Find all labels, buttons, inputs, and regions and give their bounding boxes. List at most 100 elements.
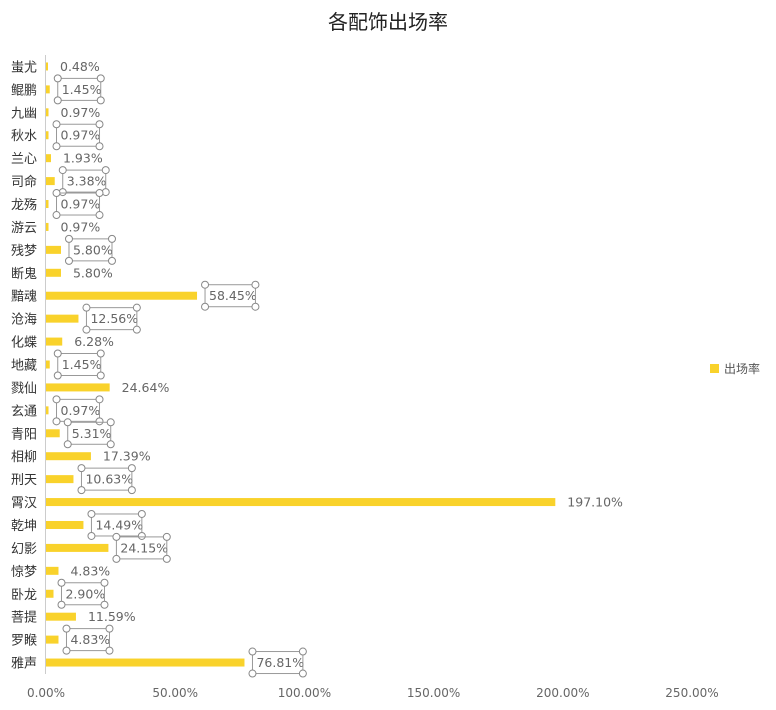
bar[interactable] <box>46 268 61 277</box>
resize-handle[interactable] <box>132 325 141 334</box>
resize-handle[interactable] <box>112 532 121 541</box>
resize-handle[interactable] <box>52 142 61 151</box>
data-label[interactable]: 24.15% <box>120 540 168 555</box>
label-selection-box[interactable] <box>80 467 133 491</box>
resize-handle[interactable] <box>112 554 121 563</box>
resize-handle[interactable] <box>82 325 91 334</box>
bar[interactable] <box>46 475 74 484</box>
resize-handle[interactable] <box>127 464 136 473</box>
resize-handle[interactable] <box>53 349 62 358</box>
resize-handle[interactable] <box>251 280 260 289</box>
label-selection-box[interactable] <box>204 284 256 308</box>
resize-handle[interactable] <box>63 418 72 427</box>
resize-handle[interactable] <box>251 302 260 311</box>
resize-handle[interactable] <box>52 189 61 198</box>
resize-handle[interactable] <box>52 417 61 426</box>
resize-handle[interactable] <box>57 600 66 609</box>
bar[interactable] <box>46 406 49 415</box>
bar[interactable] <box>46 314 79 323</box>
resize-handle[interactable] <box>248 647 257 656</box>
bar[interactable] <box>46 154 51 163</box>
resize-handle[interactable] <box>58 166 67 175</box>
resize-handle[interactable] <box>62 646 71 655</box>
resize-handle[interactable] <box>100 578 109 587</box>
bar[interactable] <box>46 543 109 552</box>
resize-handle[interactable] <box>64 234 73 243</box>
resize-handle[interactable] <box>52 120 61 129</box>
resize-handle[interactable] <box>106 440 115 449</box>
resize-handle[interactable] <box>95 120 104 129</box>
label-selection-box[interactable] <box>67 421 112 445</box>
resize-handle[interactable] <box>162 532 171 541</box>
resize-handle[interactable] <box>95 142 104 151</box>
resize-handle[interactable] <box>95 417 104 426</box>
resize-handle[interactable] <box>87 531 96 540</box>
data-label[interactable]: 4.83% <box>70 632 110 647</box>
bar[interactable] <box>46 245 61 254</box>
bar[interactable] <box>46 108 49 117</box>
resize-handle[interactable] <box>127 486 136 495</box>
data-label[interactable]: 76.81% <box>256 655 304 670</box>
resize-handle[interactable] <box>96 96 105 105</box>
resize-handle[interactable] <box>201 302 210 311</box>
bar[interactable] <box>46 177 55 186</box>
resize-handle[interactable] <box>107 234 116 243</box>
resize-handle[interactable] <box>132 303 141 312</box>
resize-handle[interactable] <box>162 554 171 563</box>
data-label[interactable]: 0.97% <box>61 197 101 212</box>
resize-handle[interactable] <box>96 74 105 83</box>
resize-handle[interactable] <box>82 303 91 312</box>
bar[interactable] <box>46 498 556 507</box>
resize-handle[interactable] <box>201 280 210 289</box>
resize-handle[interactable] <box>96 349 105 358</box>
resize-handle[interactable] <box>53 74 62 83</box>
resize-handle[interactable] <box>52 211 61 220</box>
label-selection-box[interactable] <box>62 169 107 193</box>
resize-handle[interactable] <box>87 509 96 518</box>
resize-handle[interactable] <box>298 669 307 678</box>
bar[interactable] <box>46 658 245 667</box>
bar[interactable] <box>46 520 84 529</box>
data-label[interactable]: 0.97% <box>61 128 101 143</box>
bar[interactable] <box>46 222 49 231</box>
resize-handle[interactable] <box>64 256 73 265</box>
bar[interactable] <box>46 337 63 346</box>
bar[interactable] <box>46 452 91 461</box>
label-selection-box[interactable] <box>115 536 168 560</box>
resize-handle[interactable] <box>53 371 62 380</box>
bar[interactable] <box>46 131 49 140</box>
bar[interactable] <box>46 429 60 438</box>
resize-handle[interactable] <box>52 395 61 404</box>
label-selection-box[interactable] <box>57 77 102 101</box>
data-label[interactable]: 12.56% <box>90 311 138 326</box>
resize-handle[interactable] <box>106 418 115 427</box>
resize-handle[interactable] <box>248 669 257 678</box>
resize-handle[interactable] <box>53 96 62 105</box>
label-selection-box[interactable] <box>60 582 105 606</box>
data-label[interactable]: 14.49% <box>95 517 143 532</box>
bar[interactable] <box>46 635 59 644</box>
bar[interactable] <box>46 85 50 94</box>
bar[interactable] <box>46 566 59 575</box>
label-selection-box[interactable] <box>57 353 102 376</box>
resize-handle[interactable] <box>62 624 71 633</box>
label-selection-box[interactable] <box>56 123 101 147</box>
resize-handle[interactable] <box>105 646 114 655</box>
data-label[interactable]: 0.97% <box>61 403 101 418</box>
bar[interactable] <box>46 612 76 621</box>
resize-handle[interactable] <box>107 256 116 265</box>
legend[interactable]: 出场率 <box>710 361 760 376</box>
bar[interactable] <box>46 200 49 209</box>
resize-handle[interactable] <box>96 371 105 380</box>
resize-handle[interactable] <box>100 600 109 609</box>
resize-handle[interactable] <box>298 647 307 656</box>
bar[interactable] <box>46 383 110 392</box>
data-label[interactable]: 10.63% <box>85 472 133 487</box>
resize-handle[interactable] <box>57 578 66 587</box>
data-label[interactable]: 2.90% <box>65 586 105 601</box>
resize-handle[interactable] <box>137 531 146 540</box>
data-label[interactable]: 58.45% <box>209 288 257 303</box>
resize-handle[interactable] <box>63 440 72 449</box>
bar[interactable] <box>46 62 48 71</box>
resize-handle[interactable] <box>101 166 110 175</box>
